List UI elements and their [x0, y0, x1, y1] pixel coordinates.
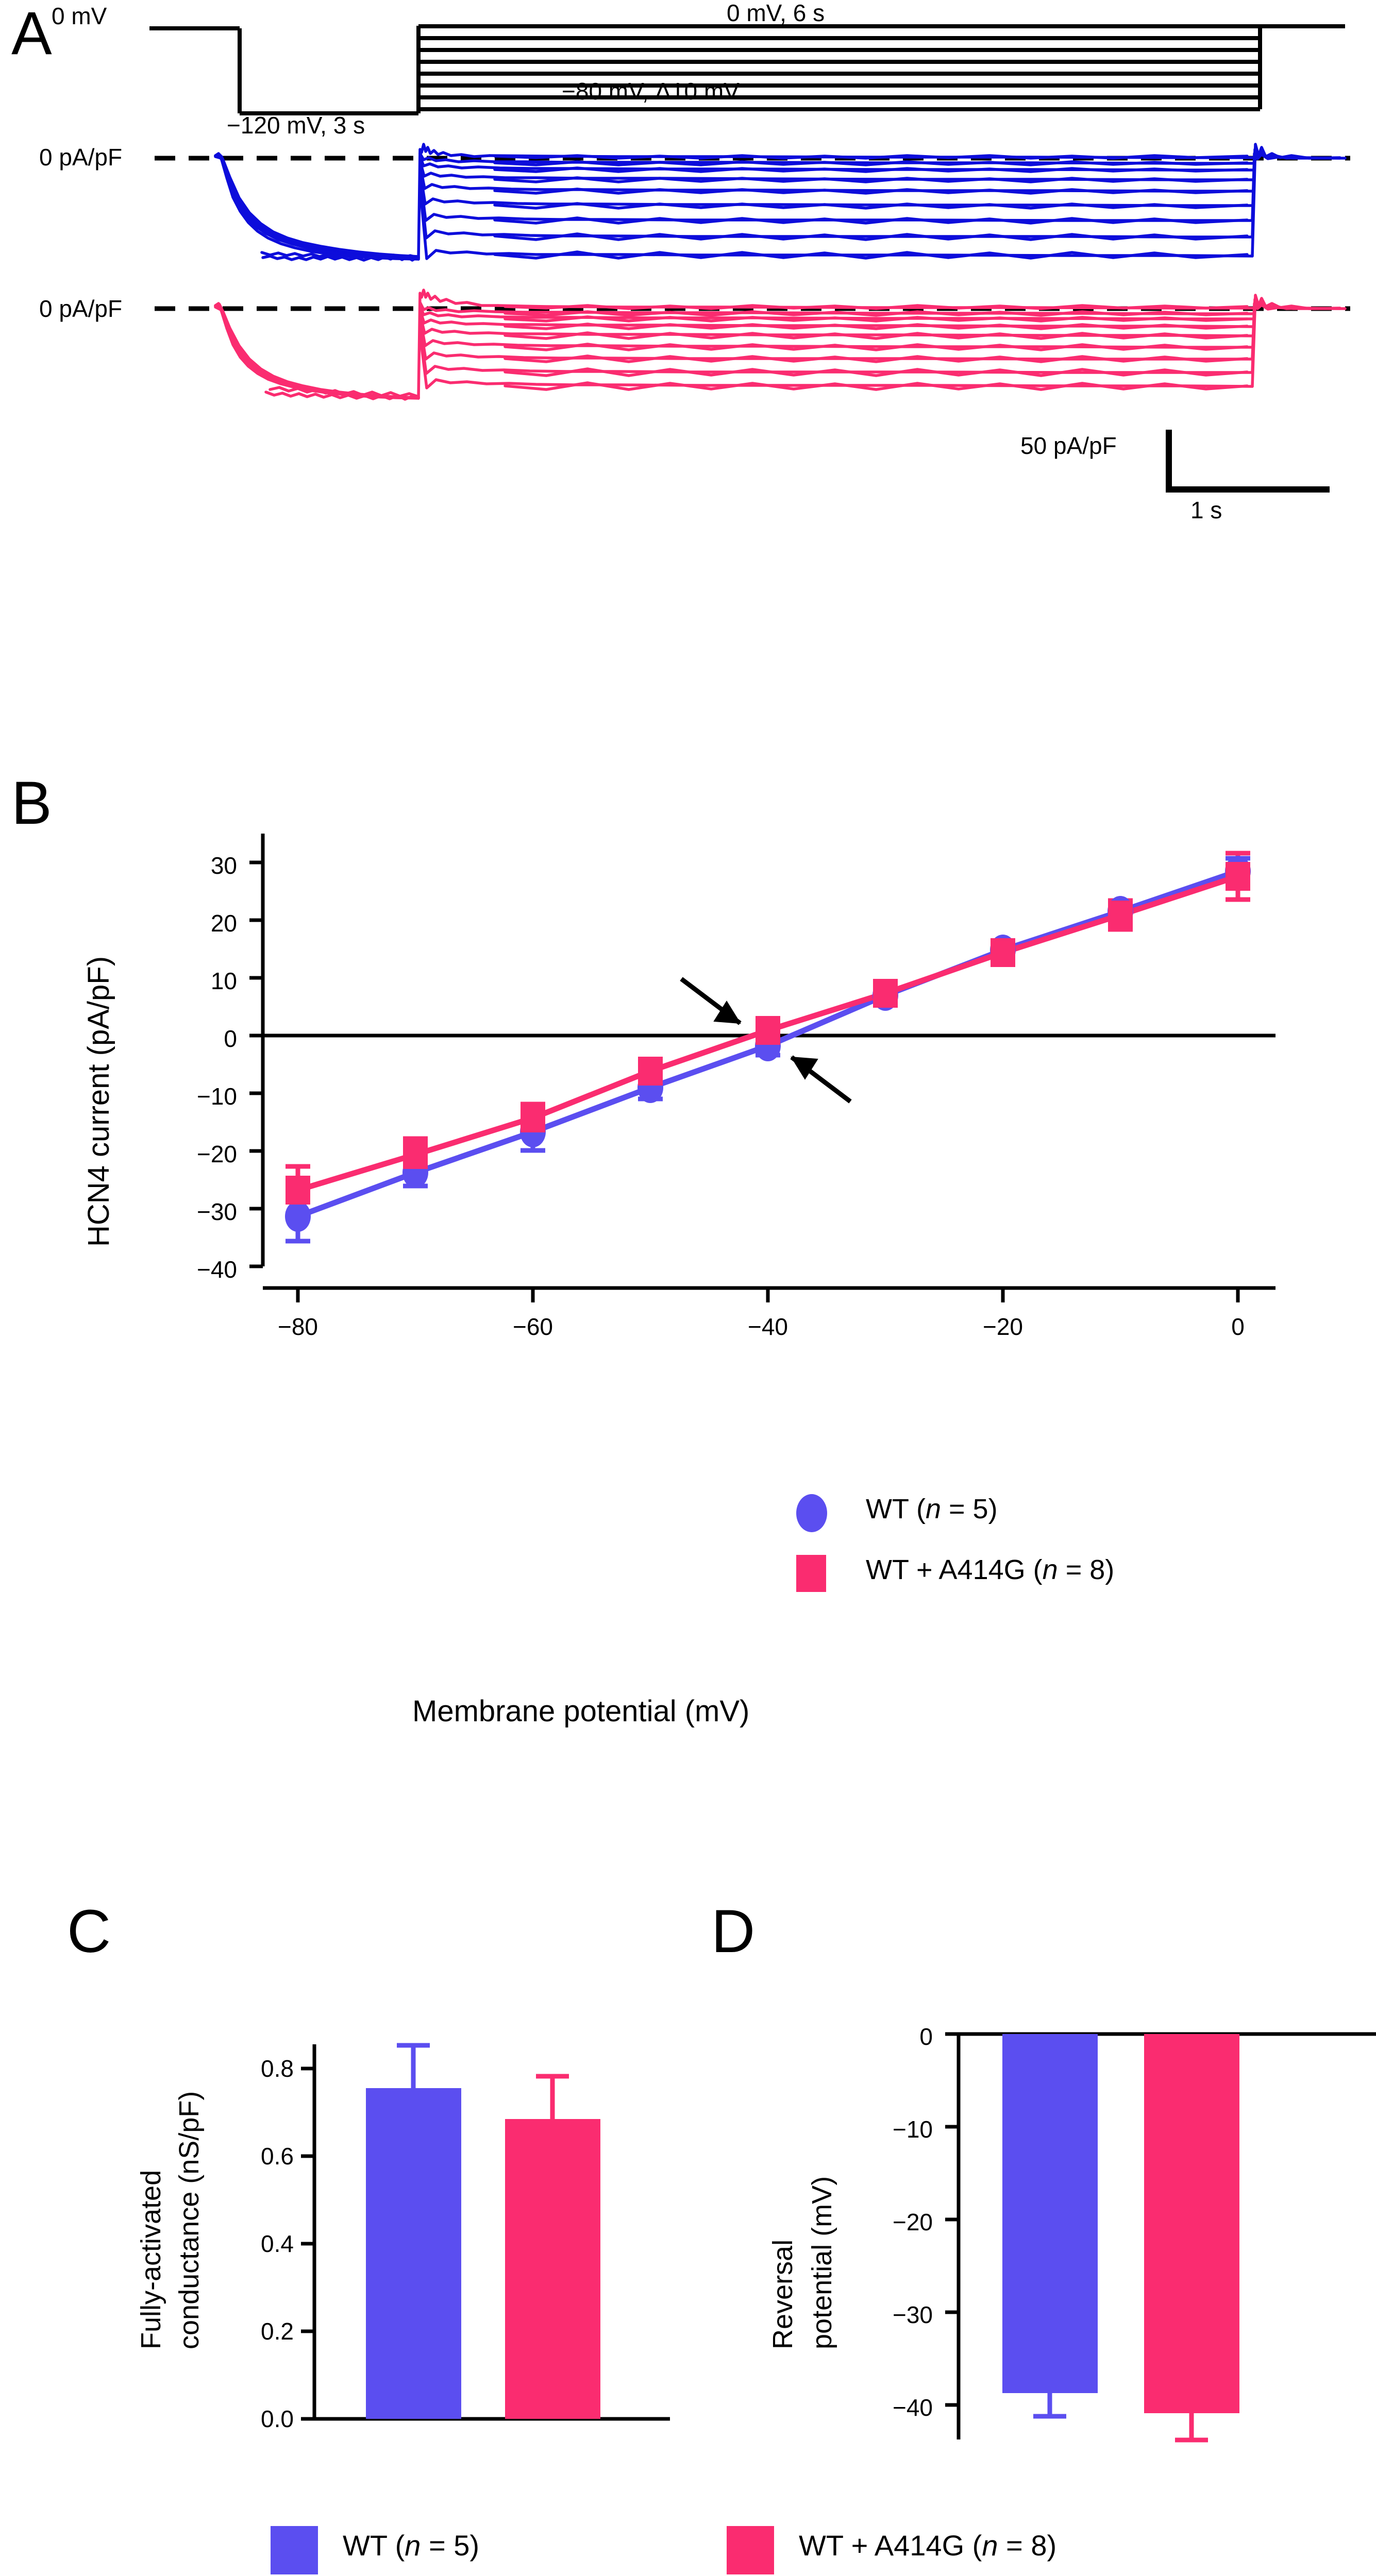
voltage-protocol-diagram	[149, 24, 1345, 115]
panelB-ytick-neg10: −10	[196, 1083, 237, 1110]
current-traces-wt	[155, 143, 1350, 262]
protocol-holding-label: 0 mV	[52, 3, 107, 29]
panelB-ytick-neg40: −40	[196, 1256, 237, 1283]
panelC-bar-wt	[366, 2088, 461, 2419]
panelB-legend-marker-wt	[796, 1494, 827, 1532]
scalebar-glyph	[1166, 430, 1330, 493]
panelB-plot	[249, 834, 1276, 1302]
panelB-ytick-20: 20	[210, 910, 237, 937]
panel-letter-c: C	[67, 1897, 111, 1965]
bottom-legend-swatch-wt	[271, 2526, 318, 2574]
panelD-bar-mut	[1144, 2034, 1239, 2413]
panelD-ytick-neg20: −20	[892, 2209, 933, 2235]
panelC-errorbar-wt	[397, 2043, 430, 2088]
scalebar-time-label: 1 s	[1190, 497, 1222, 523]
panelD-errorbar-wt	[1033, 2393, 1066, 2419]
bottom-legend-label-wt: WT (n = 5)	[343, 2529, 480, 2562]
panelB-xtick-neg60: −60	[512, 1313, 553, 1340]
panelD-ytick-neg10: −10	[892, 2116, 933, 2143]
panelB-markers-mut	[286, 862, 1250, 1205]
panelB-ytick-neg20: −20	[196, 1141, 237, 1167]
panelC-ytick-08: 0.8	[261, 2055, 294, 2082]
panelD-ytick-neg40: −40	[892, 2394, 933, 2421]
protocol-test-label: 0 mV, 6 s	[727, 0, 825, 26]
panelD-ytick-neg30: −30	[892, 2301, 933, 2328]
panel-letter-b: B	[11, 769, 52, 837]
panelC-plot	[301, 2043, 670, 2421]
panelB-ytick-0: 0	[224, 1025, 237, 1052]
panelC-ytick-04: 0.4	[261, 2230, 294, 2257]
panelB-arrow-to-wt-reversal	[790, 1055, 852, 1104]
bottom-legend-swatch-mut	[727, 2526, 774, 2574]
panelB-legend-label-mut: WT + A414G (n = 8)	[866, 1554, 1115, 1585]
panelC-y-axis-title-line2: conductance (nS/pF)	[174, 2091, 205, 2349]
panel-letter-a: A	[11, 0, 52, 67]
panelB-legend-marker-mut	[796, 1555, 826, 1592]
current-traces-mutant	[155, 289, 1350, 401]
scalebar-current-label: 50 pA/pF	[1020, 432, 1117, 459]
panelB-arrow-to-mut-reversal	[680, 977, 742, 1025]
panelB-ytick-30: 30	[210, 852, 237, 879]
zero-current-label-mutant: 0 pA/pF	[39, 295, 123, 322]
panelB-ytick-neg30: −30	[196, 1198, 237, 1225]
panelD-errorbar-mut	[1175, 2413, 1208, 2443]
panelC-ytick-00: 0.0	[261, 2405, 294, 2432]
panelC-y-axis-title-line1: Fully-activated	[136, 2170, 166, 2349]
panelC-ytick-06: 0.6	[261, 2143, 294, 2170]
panelD-bar-wt	[1002, 2034, 1098, 2393]
panelB-x-axis-title: Membrane potential (mV)	[412, 1694, 750, 1728]
panelB-xtick-neg40: −40	[747, 1313, 788, 1340]
panelD-ytick-0: 0	[919, 2023, 933, 2050]
protocol-step-family-label: −80 mV, Δ10 mV	[562, 78, 740, 105]
zero-current-label-wt: 0 pA/pF	[39, 144, 123, 171]
panelB-xtick-0: 0	[1231, 1313, 1245, 1340]
panelB-xtick-neg20: −20	[982, 1313, 1023, 1340]
panel-letter-d: D	[711, 1897, 756, 1965]
panelB-y-axis-title: HCN4 current (pA/pF)	[82, 956, 115, 1247]
panelB-legend-label-wt: WT (n = 5)	[866, 1494, 998, 1524]
panelB-ytick-10: 10	[210, 968, 237, 994]
panelD-y-axis-title-line2: potential (mV)	[807, 2176, 837, 2349]
panelC-bar-mut	[505, 2119, 600, 2419]
panelD-y-axis-title-line1: Reversal	[767, 2239, 798, 2349]
panelD-plot	[945, 2032, 1376, 2443]
panelC-errorbar-mut	[536, 2074, 569, 2119]
panelC-ytick-02: 0.2	[261, 2318, 294, 2345]
bottom-legend-label-mut: WT + A414G (n = 8)	[799, 2529, 1057, 2562]
panelB-xtick-neg80: −80	[277, 1313, 318, 1340]
protocol-prepulse-label: −120 mV, 3 s	[227, 112, 365, 139]
